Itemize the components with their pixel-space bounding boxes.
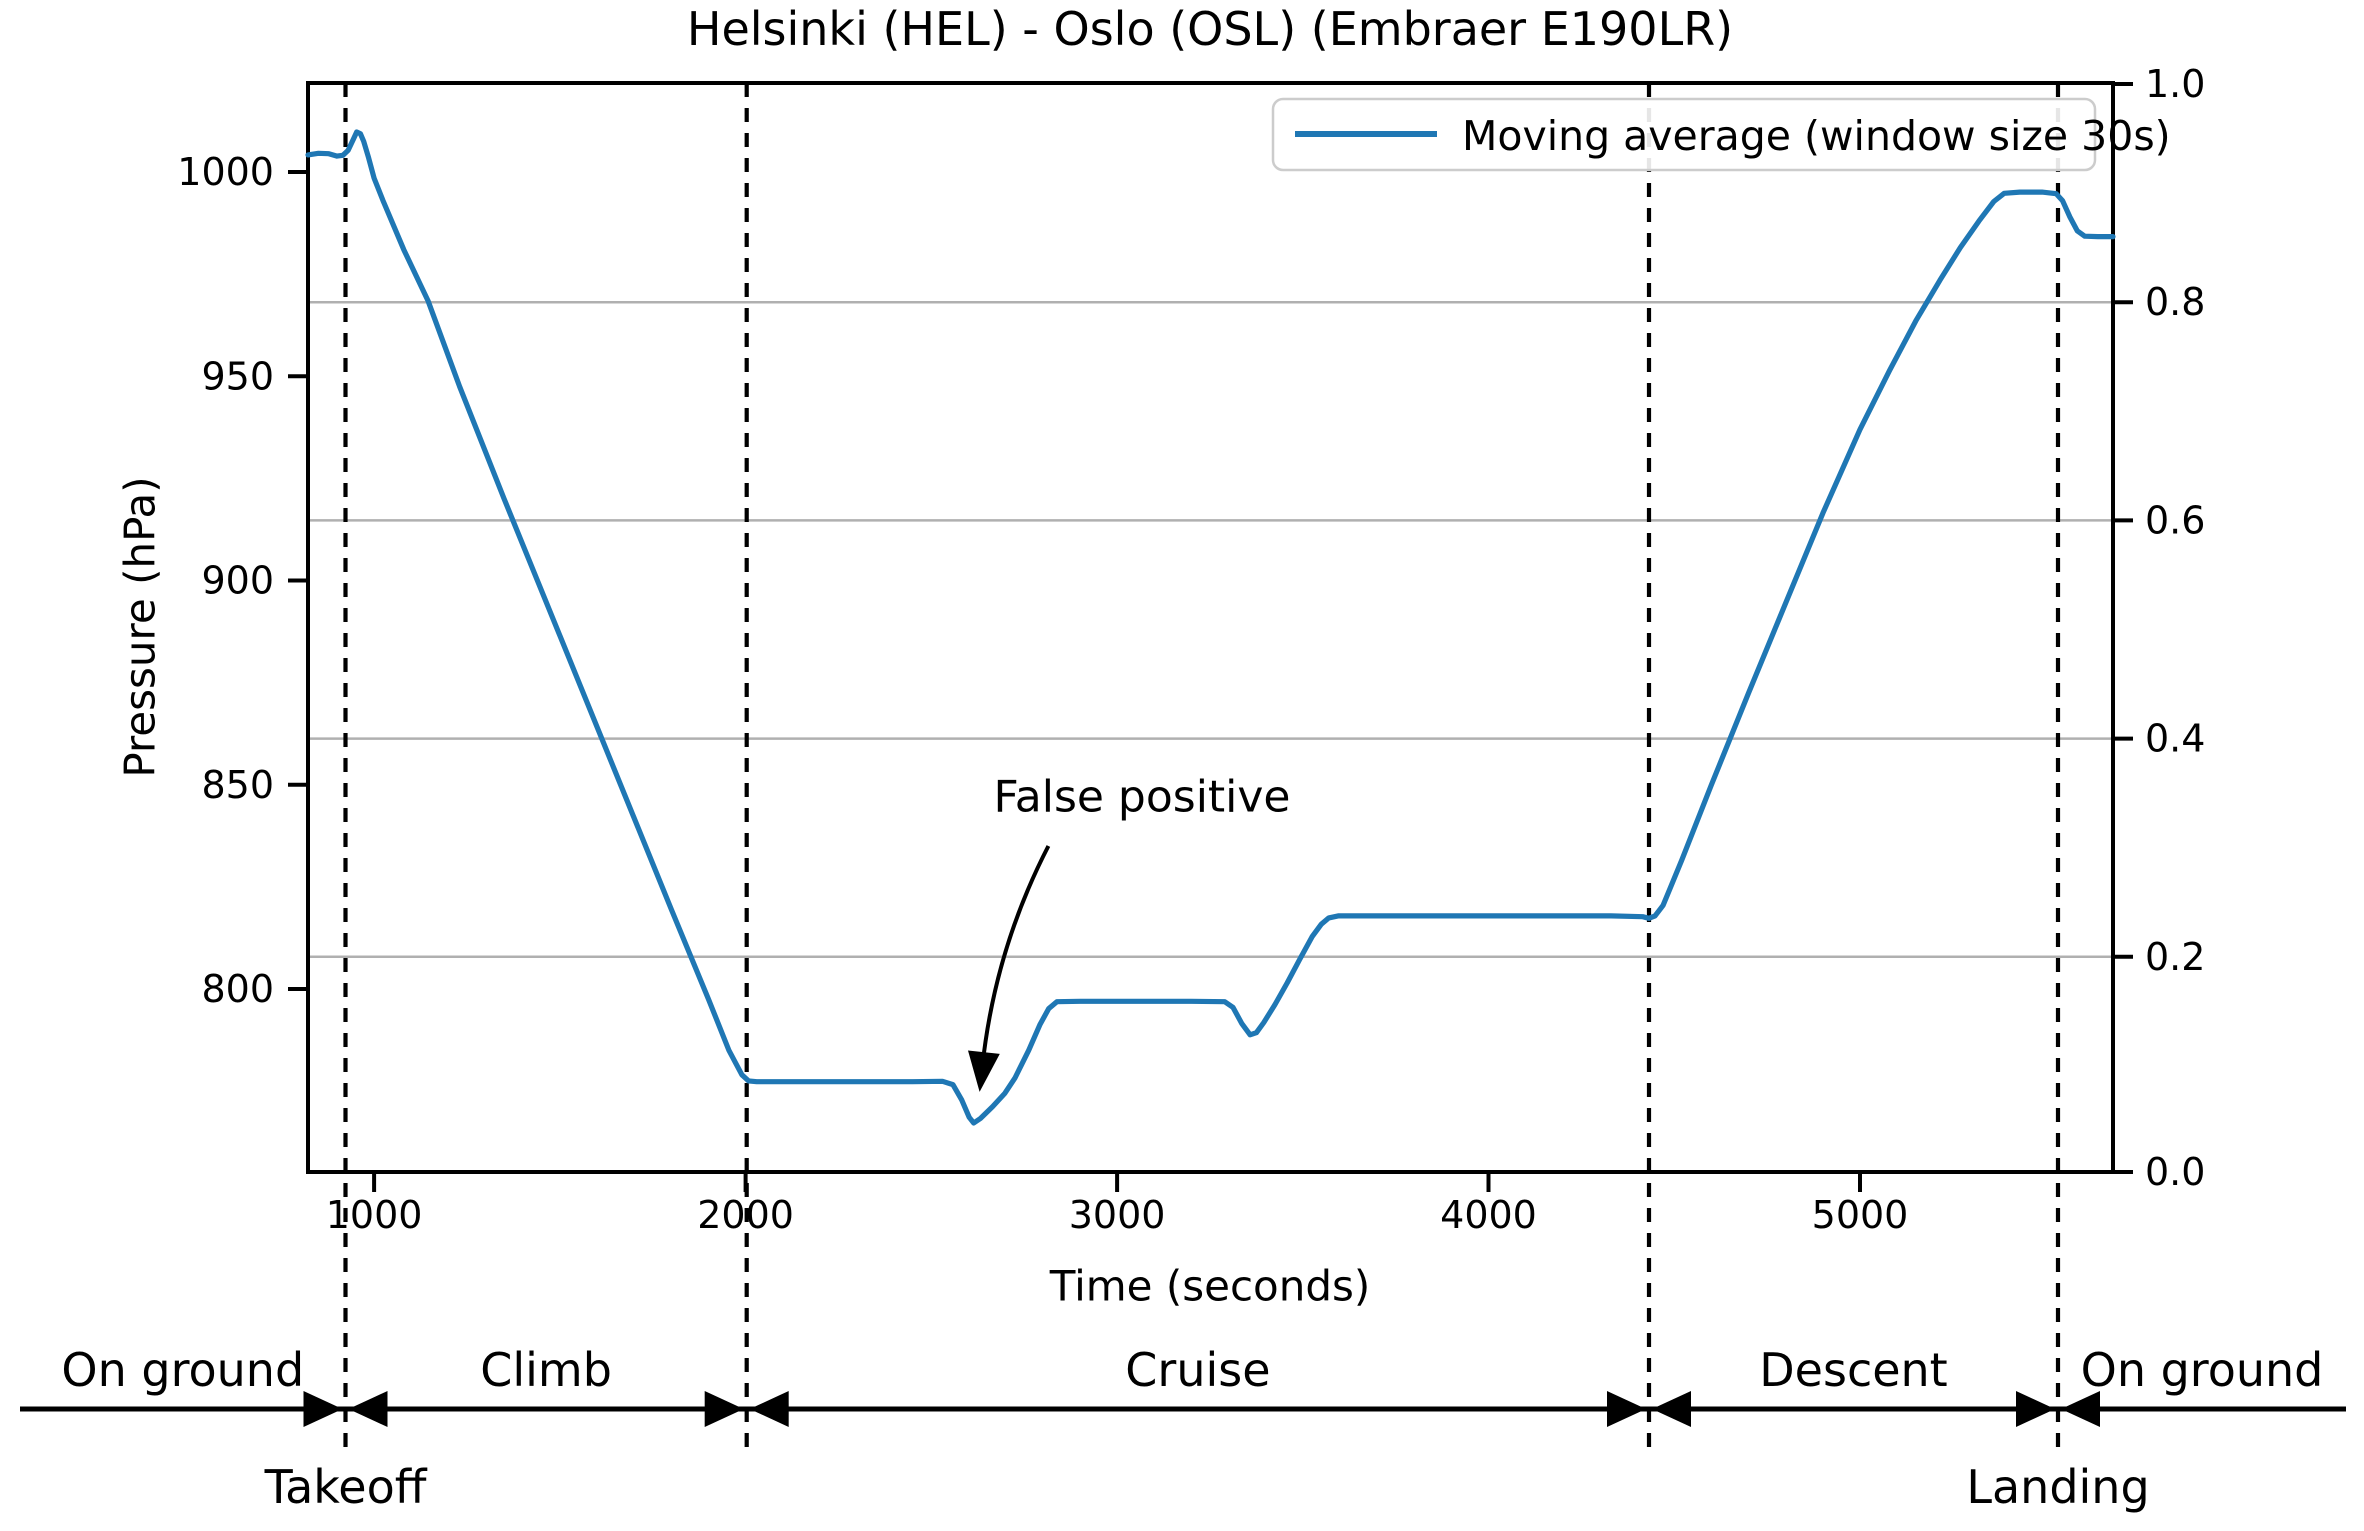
axis-tick-layer: 1000 2000 3000 4000 5000 1000 950 900 850 800 1.0 0… xyxy=(177,62,2205,1237)
phase-label-on-ground: On ground xyxy=(2081,1343,2324,1397)
annotation-arrow xyxy=(980,845,1051,1067)
pressure-series-line xyxy=(305,129,2116,1126)
arrow-right-icon xyxy=(303,1391,343,1427)
y-left-tick-label: 950 xyxy=(201,354,274,398)
x-tick-label: 2000 xyxy=(697,1193,794,1237)
y-right-tick-label: 0.4 xyxy=(2145,717,2205,761)
event-label-takeoff: Takeoff xyxy=(264,1460,428,1514)
x-tick-label: 4000 xyxy=(1440,1193,1537,1237)
chart-title: Helsinki (HEL) - Oslo (OSL) (Embraer E19… xyxy=(687,2,1733,56)
phase-label-cruise: Cruise xyxy=(1125,1343,1270,1397)
y-left-tick-label: 1000 xyxy=(177,150,274,194)
phase-label-on-ground: On ground xyxy=(61,1343,304,1397)
x-tick-label: 1000 xyxy=(326,1193,423,1237)
annotation-layer: False positive xyxy=(968,772,1291,1092)
legend-label: Moving average (window size 30s) xyxy=(1462,112,2171,160)
arrow-left-icon xyxy=(348,1391,388,1427)
arrow-left-icon xyxy=(749,1391,789,1427)
arrow-right-icon xyxy=(704,1391,744,1427)
phase-label-descent: Descent xyxy=(1759,1343,1947,1397)
annotation-arrowhead-icon xyxy=(968,1050,1000,1092)
gridline-layer xyxy=(308,300,2113,959)
y-left-tick-label: 900 xyxy=(201,559,274,603)
y-left-tick-label: 850 xyxy=(201,763,274,807)
series-layer xyxy=(305,129,2116,1126)
y-right-tick-label: 1.0 xyxy=(2145,62,2205,106)
annotation-false-positive-label: False positive xyxy=(993,772,1290,823)
phase-boundary-layer xyxy=(343,83,2061,1448)
arrow-right-icon xyxy=(2016,1391,2055,1427)
phase-label-climb: Climb xyxy=(480,1343,612,1397)
y-left-tick-label: 800 xyxy=(201,967,274,1011)
legend-box xyxy=(1271,97,2097,172)
arrow-right-icon xyxy=(1607,1391,1646,1427)
x-tick-label: 3000 xyxy=(1069,1193,1166,1237)
event-label-landing: Landing xyxy=(1966,1460,2149,1514)
y-axis-label: Pressure (hPa) xyxy=(116,476,165,777)
plot-border xyxy=(306,81,2115,1174)
arrow-left-icon xyxy=(1652,1391,1691,1427)
x-axis-label: Time (seconds) xyxy=(1049,1262,1371,1311)
y-right-tick-label: 0.8 xyxy=(2145,280,2205,324)
y-right-tick-label: 0.2 xyxy=(2145,935,2205,979)
y-right-tick-label: 0.0 xyxy=(2145,1150,2205,1194)
arrow-left-icon xyxy=(2061,1391,2100,1427)
legend: Moving average (window size 30s) xyxy=(1271,97,2171,172)
x-tick-label: 5000 xyxy=(1812,1193,1909,1237)
y-right-tick-label: 0.6 xyxy=(2145,498,2205,542)
flight-phase-diagram: On ground Climb Cruise Descent On ground Take… xyxy=(20,1343,2346,1514)
